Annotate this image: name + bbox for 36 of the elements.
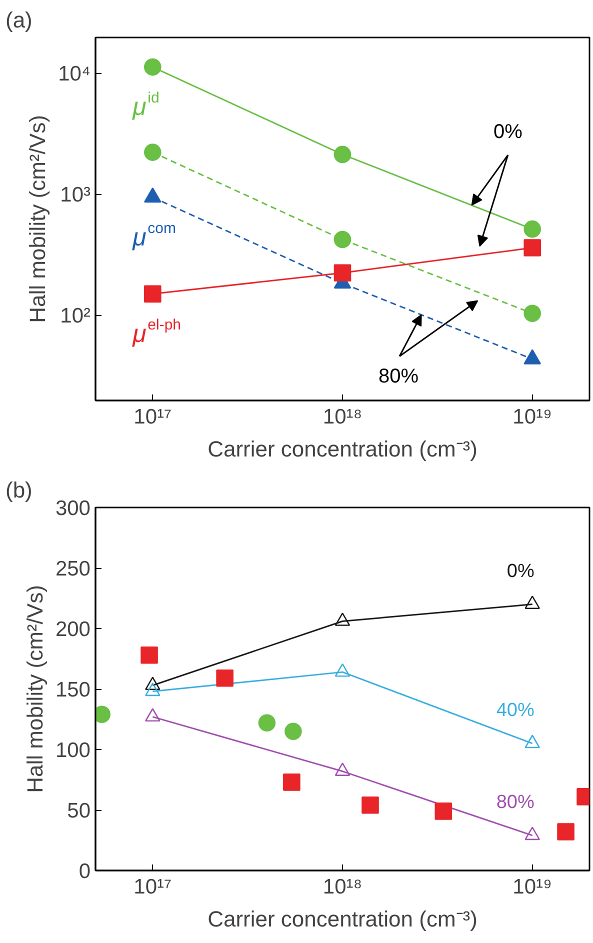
y-tick-label: 250 xyxy=(55,558,91,580)
point xyxy=(144,58,162,76)
y-tick-label: 10⁴ xyxy=(58,62,91,86)
x-axis-title: Carrier concentration (cm⁻³) xyxy=(208,436,478,462)
y-tick-label: 10² xyxy=(60,304,91,328)
x-axis-title: Carrier concentration (cm⁻³) xyxy=(208,906,478,932)
x-tick-label: 10¹⁷ xyxy=(134,406,172,428)
point xyxy=(334,264,352,282)
point xyxy=(524,220,541,238)
y-axis-title: Hall mobility (cm²/Vs) xyxy=(22,585,48,793)
chart-title: (a) xyxy=(6,8,32,32)
x-tick-label: 10¹⁹ xyxy=(512,406,552,428)
point xyxy=(144,144,162,161)
x-tick-label: 10¹⁷ xyxy=(134,876,172,898)
point xyxy=(524,239,541,256)
y-tick-label: 150 xyxy=(55,678,91,702)
y-tick-label: 200 xyxy=(55,618,91,641)
y-axis-title: Hall mobility (cm²/Vs) xyxy=(25,115,50,323)
x-tick-label: 10¹⁸ xyxy=(322,406,362,428)
point xyxy=(334,230,352,248)
series-label: 0% xyxy=(506,560,534,582)
y-tick-label: 10³ xyxy=(60,183,91,206)
series-label: 80% xyxy=(496,792,534,813)
y-tick-label: 300 xyxy=(55,497,91,520)
y-tick-label: 100 xyxy=(55,739,91,762)
point xyxy=(144,285,162,303)
chart-title: (b) xyxy=(6,478,32,502)
series-label: 40% xyxy=(496,700,534,721)
point xyxy=(334,146,352,164)
point xyxy=(524,304,541,322)
y-tick-label: 0 xyxy=(78,860,91,883)
x-tick-label: 10¹⁹ xyxy=(512,876,552,898)
y-tick-label: 50 xyxy=(67,800,90,822)
x-tick-label: 10¹⁸ xyxy=(322,876,362,898)
annotation: 0% xyxy=(493,121,523,144)
annotation: 80% xyxy=(378,366,419,388)
